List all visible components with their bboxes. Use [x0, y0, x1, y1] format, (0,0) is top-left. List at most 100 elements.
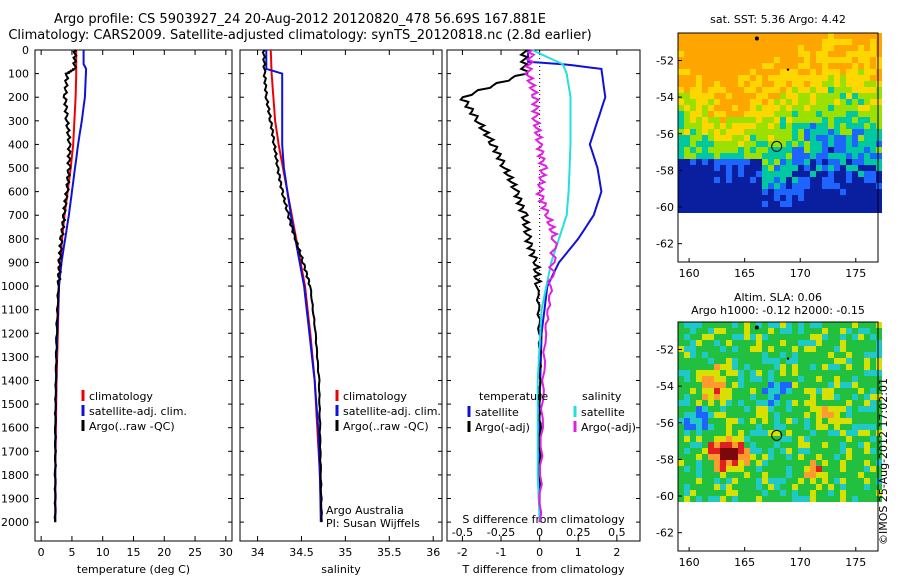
temperature-series-line [53, 49, 78, 523]
map-cell [852, 45, 858, 51]
map-cell [702, 454, 708, 460]
map-cell [816, 135, 822, 141]
map-cell [876, 466, 882, 472]
map-cell [768, 69, 774, 75]
map-cell [684, 388, 690, 394]
map-cell [780, 63, 786, 69]
sla-map-title: Altim. SLA: 0.06 [734, 291, 822, 304]
map-cell [756, 358, 762, 364]
map-cell [768, 388, 774, 394]
map-cell [816, 165, 822, 171]
map-cell [816, 111, 822, 117]
map-cell [738, 448, 744, 454]
map-cell [702, 484, 708, 490]
map-cell [834, 442, 840, 448]
map-cell [870, 484, 876, 490]
map-cell [816, 406, 822, 412]
map-cell [714, 388, 720, 394]
map-cell [804, 364, 810, 370]
map-cell [870, 105, 876, 111]
map-cell [738, 400, 744, 406]
map-cell [798, 99, 804, 105]
map-cell [750, 418, 756, 424]
map-cell [756, 153, 762, 159]
map-cell [876, 448, 882, 454]
map-cell [684, 424, 690, 430]
map-cell [876, 75, 882, 81]
map-cell [690, 183, 696, 189]
map-cell [870, 147, 876, 153]
map-cell [690, 165, 696, 171]
map-cell [798, 183, 804, 189]
map-cell [762, 358, 768, 364]
map-cell [840, 51, 846, 57]
map-cell [714, 81, 720, 87]
map-cell [726, 201, 732, 207]
map-cell [822, 328, 828, 334]
map-cell [834, 424, 840, 430]
map-cell [720, 478, 726, 484]
map-cell [834, 81, 840, 87]
map-cell [798, 418, 804, 424]
map-cell [750, 201, 756, 207]
map-cell [834, 147, 840, 153]
map-cell [810, 195, 816, 201]
map-cell [804, 123, 810, 129]
map-cell [744, 69, 750, 75]
map-cell [720, 460, 726, 466]
map-cell [678, 388, 684, 394]
map-cell [738, 63, 744, 69]
map-cell [876, 129, 882, 135]
map-cell [738, 57, 744, 63]
map-cell [834, 57, 840, 63]
map-cell [732, 123, 738, 129]
map-cell [870, 406, 876, 412]
map-cell [726, 129, 732, 135]
map-cell [864, 322, 870, 328]
map-cell [678, 484, 684, 490]
map-cell [876, 45, 882, 51]
map-cell [720, 376, 726, 382]
map-cell [846, 195, 852, 201]
map-cell [792, 364, 798, 370]
map-cell [684, 111, 690, 117]
map-cell [840, 69, 846, 75]
map-cell [792, 147, 798, 153]
map-cell [744, 328, 750, 334]
differences-xtick-label: -2 [457, 546, 468, 559]
temperature-xtick-label: 10 [96, 546, 110, 559]
map-cell [816, 496, 822, 502]
map-cell [786, 117, 792, 123]
map-cell [678, 496, 684, 502]
map-cell [708, 51, 714, 57]
map-cell [768, 424, 774, 430]
map-cell [684, 340, 690, 346]
map-cell [780, 442, 786, 448]
map-cell [810, 448, 816, 454]
map-cell [720, 466, 726, 472]
map-cell [852, 328, 858, 334]
map-cell [768, 442, 774, 448]
map-cell [804, 424, 810, 430]
map-cell [726, 436, 732, 442]
map-cell [846, 472, 852, 478]
map-cell [726, 165, 732, 171]
map-cell [690, 33, 696, 39]
map-cell [708, 45, 714, 51]
map-cell [864, 201, 870, 207]
map-cell [804, 394, 810, 400]
map-cell [744, 153, 750, 159]
map-cell [816, 448, 822, 454]
map-cell [768, 87, 774, 93]
map-cell [714, 346, 720, 352]
map-cell [720, 358, 726, 364]
map-cell [798, 496, 804, 502]
map-cell [756, 460, 762, 466]
map-cell [768, 472, 774, 478]
map-cell [810, 51, 816, 57]
map-cell [864, 111, 870, 117]
map-cell [690, 490, 696, 496]
map-cell [684, 33, 690, 39]
map-cell [726, 69, 732, 75]
map-cell [840, 406, 846, 412]
